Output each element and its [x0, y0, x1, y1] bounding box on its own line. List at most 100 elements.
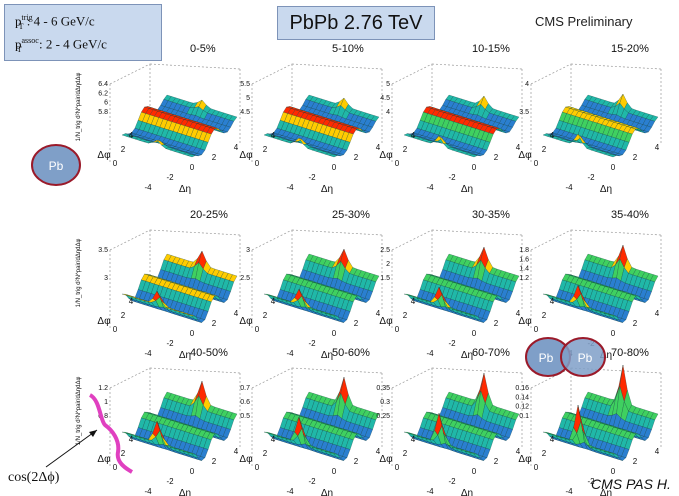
z-tick: 4.5 — [380, 95, 390, 102]
surface-cell — [469, 314, 478, 317]
z-tick: 4 — [525, 81, 529, 88]
panel-0: 0-5%5.866.26.41/N_trig d²N^pair/dΔηdΔφ02… — [76, 43, 241, 195]
panel-label: 50-60% — [332, 347, 370, 359]
frame-line — [391, 63, 433, 85]
frame-line — [530, 367, 572, 389]
surface-cell — [187, 452, 196, 455]
frame-line — [149, 63, 241, 70]
z-tick: 6.2 — [98, 90, 108, 97]
z-tick: 0.1 — [519, 413, 529, 420]
panel-label: 15-20% — [611, 43, 649, 55]
assoc-superscript: assoc — [21, 36, 39, 45]
surface-cell — [608, 154, 617, 158]
z-axis-label: 1/N_trig d²N^pair/dΔηdΔφ — [76, 239, 82, 308]
phi-tick: 4 — [271, 435, 276, 444]
z-axis-label: 1/N_trig d²N^pair/dΔηdΔφ — [76, 377, 82, 446]
eta-axis-label: Δη — [321, 488, 333, 496]
z-tick: 1.2 — [519, 275, 529, 282]
cos-arrow-head — [89, 430, 97, 437]
panel-label: 20-25% — [190, 209, 228, 221]
z-tick: 5 — [386, 81, 390, 88]
eta-axis-label: Δη — [600, 488, 612, 496]
t-subscript: T — [18, 21, 24, 31]
z-tick: 1.8 — [519, 247, 529, 254]
eta-tick: -4 — [144, 487, 152, 496]
eta-axis-label: Δη — [321, 350, 333, 361]
z-tick: 6 — [104, 100, 108, 107]
eta-tick: 4 — [516, 447, 521, 456]
eta-tick: 0 — [332, 467, 337, 476]
eta-tick: 0 — [611, 467, 616, 476]
surface-cell — [187, 314, 196, 317]
phi-tick: 0 — [395, 325, 400, 334]
frame-line — [570, 63, 662, 70]
pb-label: Pb — [49, 159, 64, 173]
z-tick: 0.7 — [240, 385, 250, 392]
pb-label-right: Pb — [578, 351, 593, 365]
pb-nuclei-peripheral: Pb Pb — [525, 337, 606, 377]
trig-cut-value: : 4 - 6 GeV/c — [26, 13, 95, 29]
frame-line — [570, 229, 662, 236]
eta-tick: -4 — [144, 183, 152, 192]
frame-line — [570, 367, 662, 374]
phi-tick: 4 — [550, 131, 555, 140]
eta-tick: 4 — [516, 143, 521, 152]
eta-tick: 2 — [354, 457, 359, 466]
phi-tick: 4 — [550, 297, 555, 306]
eta-tick: 2 — [494, 319, 499, 328]
z-tick: 3 — [104, 275, 108, 282]
z-tick: 2 — [386, 261, 390, 268]
surface-cell — [403, 431, 412, 434]
eta-tick: -2 — [448, 173, 456, 182]
eta-tick: 0 — [190, 163, 195, 172]
phi-axis-label: Δφ — [518, 150, 532, 161]
phi-tick: 4 — [411, 131, 416, 140]
eta-tick: -4 — [565, 183, 573, 192]
eta-tick: 0 — [611, 329, 616, 338]
phi-axis-label: Δφ — [518, 316, 532, 327]
eta-tick: 2 — [633, 153, 638, 162]
panel-label: 10-15% — [472, 43, 510, 55]
phi-tick: 0 — [395, 463, 400, 472]
eta-axis-label: Δη — [179, 488, 191, 496]
eta-axis-label: Δη — [321, 184, 333, 195]
eta-tick: 2 — [212, 153, 217, 162]
frame-line — [291, 229, 383, 236]
cos-label: cos(2Δϕ) — [8, 470, 60, 485]
eta-tick: -2 — [587, 477, 595, 486]
eta-tick: -4 — [144, 349, 152, 358]
eta-tick: -4 — [286, 183, 294, 192]
cos-annotation — [45, 393, 133, 474]
t-subscript: T — [16, 44, 22, 54]
eta-tick: 2 — [354, 319, 359, 328]
frame-line — [291, 367, 383, 374]
phi-tick: 2 — [542, 145, 547, 154]
cms-preliminary-label: CMS Preliminary — [535, 14, 633, 29]
eta-tick: 0 — [472, 329, 477, 338]
z-tick: 5.8 — [98, 109, 108, 116]
frame-line — [431, 367, 523, 374]
frame-line — [431, 229, 523, 236]
phi-tick: 2 — [542, 449, 547, 458]
z-tick: 0.5 — [240, 413, 250, 420]
phi-axis-label: Δφ — [379, 150, 393, 161]
phi-tick: 0 — [534, 159, 539, 168]
eta-tick: -2 — [448, 477, 456, 486]
eta-axis-label: Δη — [179, 350, 191, 361]
assoc-cut: passocT : 2 - 4 GeV/c — [15, 36, 107, 54]
phi-axis-label: Δφ — [97, 454, 111, 465]
eta-tick: 0 — [190, 329, 195, 338]
eta-tick: 2 — [212, 457, 217, 466]
phi-axis-label: Δφ — [97, 316, 111, 327]
phi-tick: 2 — [542, 311, 547, 320]
z-tick: 1.2 — [98, 385, 108, 392]
z-tick: 5 — [246, 95, 250, 102]
phi-axis-label: Δφ — [97, 150, 111, 161]
phi-axis-label: Δφ — [239, 454, 253, 465]
pt-symbol: p — [15, 36, 22, 52]
surface-cell — [469, 154, 478, 158]
